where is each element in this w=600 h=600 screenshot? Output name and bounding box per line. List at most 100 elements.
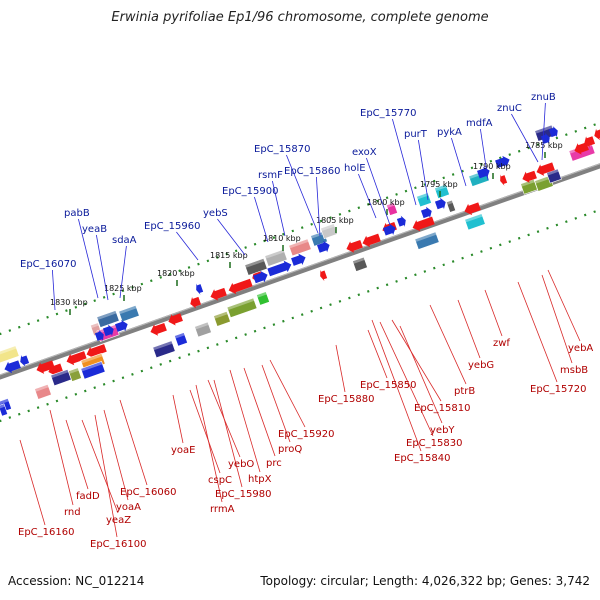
gene-feature-27 xyxy=(190,296,202,309)
leader-line-top xyxy=(217,218,246,256)
gene-feature-46 xyxy=(362,233,381,248)
gene-feature-32 xyxy=(226,297,258,319)
gene-label-reverse: EpC_15830 xyxy=(406,438,462,449)
gene-label-reverse: proQ xyxy=(278,444,302,455)
tick-label: 1830 kbp xyxy=(50,298,88,307)
gene-feature-25 xyxy=(174,332,188,347)
gene-feature-49 xyxy=(383,223,396,236)
leader-line-bottom xyxy=(517,281,558,383)
leader-line-bottom xyxy=(391,319,442,402)
gene-label-reverse: cspC xyxy=(208,475,232,486)
leader-line-bottom xyxy=(81,419,119,514)
gene-feature-33 xyxy=(256,291,270,306)
gene-feature-44 xyxy=(352,256,368,272)
gene-label-forward: rsmF xyxy=(258,170,283,181)
gene-label-reverse: yebA xyxy=(568,343,593,354)
leader-line-top xyxy=(451,137,467,187)
leader-line-bottom xyxy=(367,329,388,379)
gene-label-reverse: EpC_16100 xyxy=(90,539,146,550)
leader-line-bottom xyxy=(269,359,306,428)
leader-line-bottom xyxy=(189,389,221,474)
gene-feature-29 xyxy=(228,278,253,295)
leader-line-top xyxy=(392,118,417,206)
gene-feature-51 xyxy=(412,216,435,232)
leader-line-bottom xyxy=(65,419,89,490)
backbone-highlight xyxy=(0,163,600,376)
leader-line-top xyxy=(78,218,99,299)
gene-label-reverse: EpC_15850 xyxy=(360,380,416,391)
gene-feature-41 xyxy=(291,253,306,266)
gene-label-forward: znuB xyxy=(531,92,556,103)
gene-label-reverse: prc xyxy=(266,458,282,469)
gene-label-reverse: EpC_15840 xyxy=(394,453,450,464)
accession-text: Accession: NC_012214 xyxy=(8,574,145,588)
gene-label-reverse: zwf xyxy=(493,338,510,349)
gene-label-reverse: EpC_15810 xyxy=(414,403,470,414)
gene-feature-40 xyxy=(267,260,292,277)
leader-line-top xyxy=(286,154,319,234)
leader-line-bottom xyxy=(484,289,503,337)
gene-label-reverse: ptrB xyxy=(454,386,475,397)
gene-label-reverse: rrmA xyxy=(210,504,235,515)
gene-label-reverse: yoaE xyxy=(171,445,195,456)
gene-feature-57 xyxy=(445,199,457,213)
gene-feature-58 xyxy=(464,202,481,216)
gene-label-forward: yeaB xyxy=(82,224,107,235)
leader-line-bottom xyxy=(541,274,573,364)
leader-line-bottom xyxy=(103,409,129,501)
label-leader-lines xyxy=(19,102,581,538)
gene-label-reverse: yoaA xyxy=(116,502,141,513)
gene-feature-0 xyxy=(0,345,20,364)
gene-feature-59 xyxy=(464,213,486,231)
gene-label-reverse: EpC_16060 xyxy=(120,487,176,498)
gene-label-reverse: EpC_16160 xyxy=(18,527,74,538)
gene-feature-4 xyxy=(0,403,9,417)
gene-feature-68 xyxy=(536,162,555,176)
gene-features xyxy=(0,124,600,417)
gene-label-forward: purT xyxy=(404,129,428,140)
gene-feature-50 xyxy=(396,215,406,227)
gene-feature-19 xyxy=(102,324,114,337)
gene-label-forward: EpC_16070 xyxy=(20,259,76,270)
gene-feature-62 xyxy=(495,155,510,169)
gene-feature-53 xyxy=(434,183,450,199)
gene-feature-36 xyxy=(288,238,312,257)
gene-label-reverse: htpX xyxy=(248,474,272,485)
leader-line-top xyxy=(316,176,321,237)
leader-line-top xyxy=(96,234,109,301)
gene-feature-54 xyxy=(416,192,432,208)
gene-feature-71 xyxy=(548,126,558,138)
gene-label-reverse: EpC_15980 xyxy=(215,489,271,500)
gene-label-reverse: EpC_15880 xyxy=(318,394,374,405)
gene-label-forward: sdaA xyxy=(112,235,137,246)
gene-label-reverse: yebY xyxy=(430,425,455,436)
tick-label: 1785 kbp xyxy=(525,141,563,150)
leader-line-top xyxy=(119,245,127,299)
gene-label-reverse: rnd xyxy=(64,507,81,518)
leader-line-top xyxy=(254,196,269,243)
leader-line-top xyxy=(272,180,286,237)
gene-label-reverse: yeaZ xyxy=(106,515,131,526)
leader-line-bottom xyxy=(94,414,118,538)
tick-label: 1810 kbp xyxy=(263,234,301,243)
gene-feature-52 xyxy=(414,231,440,250)
leader-line-bottom xyxy=(429,304,467,385)
gene-feature-21 xyxy=(196,283,204,295)
gene-feature-17 xyxy=(118,305,140,323)
leader-line-top xyxy=(358,173,377,219)
gene-feature-24 xyxy=(152,340,176,359)
gene-label-forward: pykA xyxy=(437,127,462,138)
gene-feature-9 xyxy=(34,383,52,400)
gene-feature-31 xyxy=(213,310,231,327)
gene-label-reverse: EpC_15720 xyxy=(530,384,586,395)
leader-line-top xyxy=(541,102,546,161)
track-lines xyxy=(0,121,600,423)
gene-feature-56 xyxy=(434,197,446,210)
gene-feature-23 xyxy=(168,313,183,326)
gene-feature-6 xyxy=(48,363,63,376)
genome-summary-text: Topology: circular; Length: 4,026,322 bp… xyxy=(260,574,590,588)
gene-feature-26 xyxy=(194,321,212,338)
